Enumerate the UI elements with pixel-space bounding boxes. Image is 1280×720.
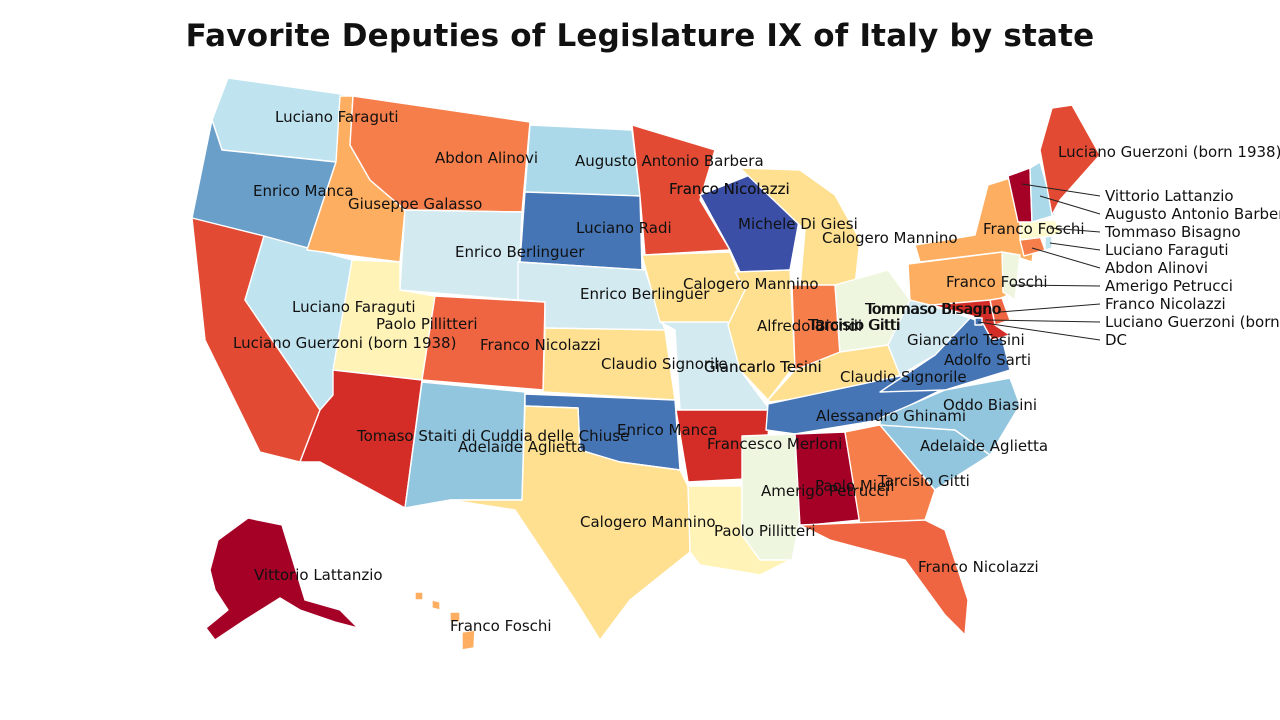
state-nj — [1001, 251, 1021, 301]
label-wi: Michele Di Giesi — [738, 215, 858, 233]
label-in: Tarcisio Gitti — [807, 316, 900, 334]
label-mo: Giancarlo Tesini — [704, 358, 822, 376]
label-ks: Claudio Signorile — [601, 355, 728, 373]
label-ca: Luciano Guerzoni (born 1938) — [233, 334, 456, 352]
label-ms: Amerigo Petrucci — [761, 482, 889, 500]
label-az: Tomaso Staiti di Cuddia delle Chiuse — [356, 427, 629, 445]
label-mi: Calogero Mannino — [822, 229, 958, 247]
state-nc — [879, 377, 1021, 456]
callout-leaders — [977, 183, 1101, 341]
label-oh: Tommaso Bisagno — [864, 300, 1001, 318]
label-tn: Alessandro Ghinami — [816, 407, 966, 425]
state-fl — [799, 519, 969, 636]
callout-ct: Abdon Alinovi — [1105, 259, 1208, 277]
label-wv: Giancarlo Tesini — [907, 331, 1025, 349]
label-wa: Luciano Faraguti — [275, 108, 399, 126]
state-il — [727, 269, 796, 401]
label-co: Franco Nicolazzi — [480, 336, 601, 354]
label-ne: Enrico Berlinguer — [580, 285, 710, 303]
label-me: Luciano Guerzoni (born 1938) — [1058, 143, 1280, 161]
label-al: Paolo Mieli — [815, 477, 895, 495]
callout-dc: DC — [1105, 331, 1127, 349]
label-ak: Vittorio Lattanzio — [254, 566, 383, 584]
label-ky: Claudio Signorile — [840, 368, 967, 386]
label-extra-tommaso-bisagno: Tommaso Bisagno — [865, 300, 1002, 318]
label-mn: Franco Nicolazzi — [669, 180, 790, 198]
label-sc: Adelaide Aglietta — [920, 437, 1048, 455]
label-ar: Francesco Merloni — [707, 435, 842, 453]
label-extra-tarcisio-gitti: Tarcisio Gitti — [808, 316, 901, 334]
state-dc — [974, 317, 983, 326]
label-mt: Abdon Alinovi — [435, 149, 538, 167]
label-ok: Enrico Manca — [617, 421, 718, 439]
page-title: Favorite Deputies of Legislature IX of I… — [185, 18, 1095, 54]
label-extra-giancarlo-tesini: Giancarlo Tesini — [704, 358, 822, 376]
label-nv: Luciano Faraguti — [292, 298, 416, 316]
label-nc: Oddo Biasini — [943, 396, 1037, 414]
label-nd: Augusto Antonio Barbera — [575, 152, 764, 170]
state-mi — [739, 167, 861, 289]
label-sd: Luciano Radi — [576, 219, 672, 237]
callout-md: Luciano Guerzoni (born 1938) — [1105, 313, 1280, 331]
label-hi: Franco Foschi — [450, 617, 552, 635]
callout-vt: Vittorio Lattanzio — [1105, 187, 1234, 205]
callout-ri: Luciano Faraguti — [1105, 241, 1229, 259]
state-labels: Luciano Faraguti Enrico Manca Luciano Gu… — [233, 108, 1280, 635]
state-ga — [844, 424, 936, 526]
label-wy: Enrico Berlinguer — [455, 243, 585, 261]
states-layer — [191, 77, 1101, 651]
label-il: Alfredo Biondi — [757, 317, 862, 335]
state-me — [1039, 104, 1101, 216]
label-va: Adolfo Sarti — [944, 351, 1031, 369]
label-ut: Paolo Pillitteri — [376, 315, 478, 333]
label-ny: Franco Foschi — [983, 220, 1085, 238]
callout-de: Franco Nicolazzi — [1105, 295, 1226, 313]
state-hi — [414, 591, 476, 651]
label-nm: Adelaide Aglietta — [458, 438, 586, 456]
label-ga: Tarcisio Gitti — [877, 472, 970, 490]
label-pa: Franco Foschi — [946, 273, 1048, 291]
label-tx: Calogero Mannino — [580, 513, 716, 531]
label-id: Giuseppe Galasso — [348, 195, 482, 213]
state-ak — [205, 517, 359, 641]
callout-labels: Vittorio Lattanzio Augusto Antonio Barbe… — [1104, 187, 1280, 349]
label-or: Enrico Manca — [253, 182, 354, 200]
callout-nj: Amerigo Petrucci — [1105, 277, 1233, 295]
label-la: Paolo Pillitteri — [714, 522, 816, 540]
callout-nh: Augusto Antonio Barbera — [1105, 205, 1280, 223]
label-fl: Franco Nicolazzi — [918, 558, 1039, 576]
callout-ma: Tommaso Bisagno — [1104, 223, 1241, 241]
label-ia: Calogero Mannino — [683, 275, 819, 293]
label-extra-franco-nicolazzi: Franco Nicolazzi — [669, 180, 790, 198]
state-ma — [1019, 219, 1063, 241]
state-nh — [1029, 161, 1056, 223]
state-tx — [449, 405, 691, 641]
